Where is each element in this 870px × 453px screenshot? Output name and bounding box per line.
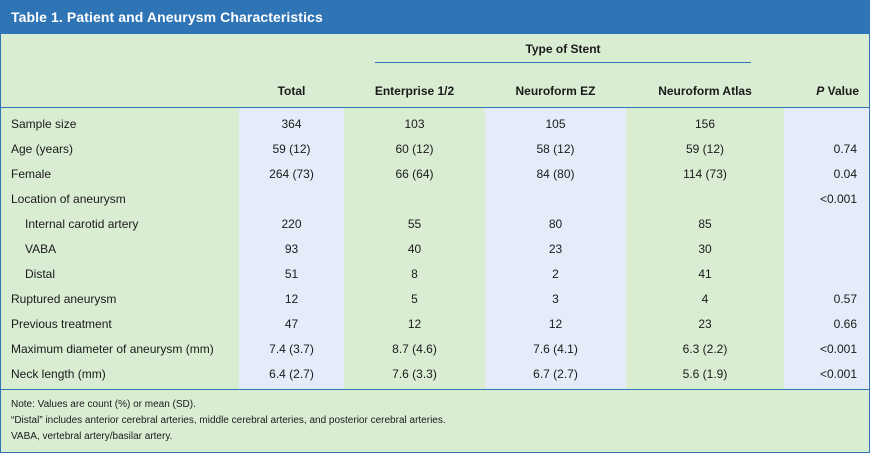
cell-neuroform-ez: 84 (80) [536, 167, 575, 181]
table-row: Previous treatment 47 12 12 23 0.66 [1, 312, 869, 337]
cell-neuroform-atlas: 5.6 (1.9) [682, 367, 728, 381]
row-label: Previous treatment [11, 317, 112, 331]
cell-enterprise [344, 187, 485, 212]
cell-neuroform-ez [485, 187, 626, 212]
cell-p-value: 0.04 [833, 167, 857, 181]
cell-p-value [784, 112, 857, 137]
shade-total-column [239, 108, 344, 389]
row-label: Neck length (mm) [11, 367, 106, 381]
table-title: Table 1. Patient and Aneurysm Characteri… [11, 9, 323, 25]
row-label: Distal [25, 267, 56, 281]
cell-total: 7.4 (3.7) [269, 342, 314, 356]
cell-neuroform-atlas: 6.3 (2.2) [682, 342, 728, 356]
row-label: Maximum diameter of aneurysm (mm) [11, 342, 214, 356]
table-row: VABA 93 40 23 30 [1, 237, 869, 262]
column-header-neuroform-ez: Neuroform EZ [515, 84, 596, 98]
note-line: VABA, vertebral artery/basilar artery. [11, 431, 173, 442]
cell-neuroform-ez: 2 [552, 267, 559, 281]
cell-neuroform-atlas [626, 187, 784, 212]
cell-total: 12 [284, 292, 299, 306]
column-header-p-value: P Value [784, 84, 859, 98]
p-value-word: Value [824, 84, 859, 98]
cell-neuroform-ez: 105 [545, 117, 566, 131]
row-label: Location of aneurysm [11, 192, 126, 206]
row-label: Age (years) [11, 142, 74, 156]
cell-enterprise: 12 [407, 317, 422, 331]
cell-neuroform-ez: 7.6 (4.1) [533, 342, 578, 356]
cell-total: 59 (12) [272, 142, 311, 156]
cell-neuroform-atlas: 156 [694, 117, 716, 131]
cell-p-value [784, 262, 857, 287]
cell-neuroform-ez: 58 (12) [536, 142, 575, 156]
column-header-total: Total [277, 84, 306, 98]
row-label: Female [11, 167, 52, 181]
cell-p-value: <0.001 [819, 367, 857, 381]
table-title-bar: Table 1. Patient and Aneurysm Characteri… [1, 1, 869, 34]
row-label: VABA [25, 242, 57, 256]
cell-total: 47 [284, 317, 299, 331]
table-row: Neck length (mm) 6.4 (2.7) 7.6 (3.3) 6.7 (2… [1, 362, 869, 387]
cell-p-value: 0.57 [833, 292, 857, 306]
table-body: Sample size 364 103 105 156 Age (years) 59 (12… [1, 108, 869, 390]
table-row: Ruptured aneurysm 12 5 3 4 0.57 [1, 287, 869, 312]
column-header-neuroform-atlas: Neuroform Atlas [658, 84, 752, 98]
stent-group-label: Type of Stent [525, 42, 601, 56]
cell-enterprise: 7.6 (3.3) [392, 367, 437, 381]
column-header-enterprise: Enterprise 1/2 [374, 84, 455, 98]
cell-enterprise: 55 [407, 217, 422, 231]
cell-p-value: 0.66 [833, 317, 857, 331]
cell-neuroform-ez: 6.7 (2.7) [533, 367, 578, 381]
cell-neuroform-ez: 12 [548, 317, 563, 331]
cell-enterprise: 60 (12) [395, 142, 434, 156]
cell-enterprise: 5 [411, 292, 418, 306]
cell-neuroform-ez: 80 [548, 217, 563, 231]
cell-p-value: 0.74 [833, 142, 857, 156]
row-label: Sample size [11, 117, 77, 131]
stent-group-rule [375, 62, 751, 63]
table-row: Sample size 364 103 105 156 [1, 112, 869, 137]
cell-p-value: <0.001 [819, 192, 857, 206]
table-row: Age (years) 59 (12) 60 (12) 58 (12) 59 (12) 0… [1, 137, 869, 162]
shade-neuroform-ez-column [485, 108, 626, 389]
cell-total: 51 [284, 267, 299, 281]
shade-p-value-column [784, 108, 869, 389]
row-label: Ruptured aneurysm [11, 292, 117, 306]
cell-total: 220 [281, 217, 302, 231]
cell-enterprise: 40 [407, 242, 422, 256]
cell-total: 93 [284, 242, 299, 256]
cell-enterprise: 103 [404, 117, 425, 131]
cell-neuroform-atlas: 4 [701, 292, 709, 306]
cell-p-value [784, 212, 857, 237]
cell-neuroform-ez: 3 [552, 292, 559, 306]
p-italic: P [816, 84, 825, 98]
cell-neuroform-atlas: 23 [698, 317, 712, 331]
table-row: Female 264 (73) 66 (64) 84 (80) 114 (73) 0.04 [1, 162, 869, 187]
cell-neuroform-ez: 23 [548, 242, 563, 256]
cell-neuroform-atlas: 41 [698, 267, 712, 281]
table-row: Internal carotid artery 220 55 80 85 [1, 212, 869, 237]
row-label: Internal carotid artery [25, 217, 139, 231]
table-notes: Note: Values are count (%) or mean (SD).… [11, 397, 446, 445]
cell-neuroform-atlas: 59 (12) [685, 142, 725, 156]
note-line: “Distal” includes anterior cerebral arte… [11, 415, 446, 426]
cell-neuroform-atlas: 114 (73) [683, 167, 727, 181]
cell-p-value: <0.001 [819, 342, 857, 356]
cell-total: 6.4 (2.7) [269, 367, 314, 381]
cell-total: 364 [281, 117, 302, 131]
table-header: Type of Stent Total Enterprise 1/2 Neuro… [1, 34, 869, 108]
cell-enterprise: 8 [411, 267, 418, 281]
cell-total [239, 187, 344, 212]
cell-enterprise: 8.7 (4.6) [392, 342, 437, 356]
note-line: Note: Values are count (%) or mean (SD). [11, 399, 196, 410]
cell-neuroform-atlas: 30 [698, 242, 712, 256]
table-row: Distal 51 8 2 41 [1, 262, 869, 287]
table-row: Maximum diameter of aneurysm (mm) 7.4 (3.… [1, 337, 869, 362]
cell-p-value [784, 237, 857, 262]
table-row: Location of aneurysm <0.001 [1, 187, 869, 212]
cell-neuroform-atlas: 85 [698, 217, 712, 231]
cell-enterprise: 66 (64) [395, 167, 434, 181]
cell-total: 264 (73) [269, 167, 314, 181]
